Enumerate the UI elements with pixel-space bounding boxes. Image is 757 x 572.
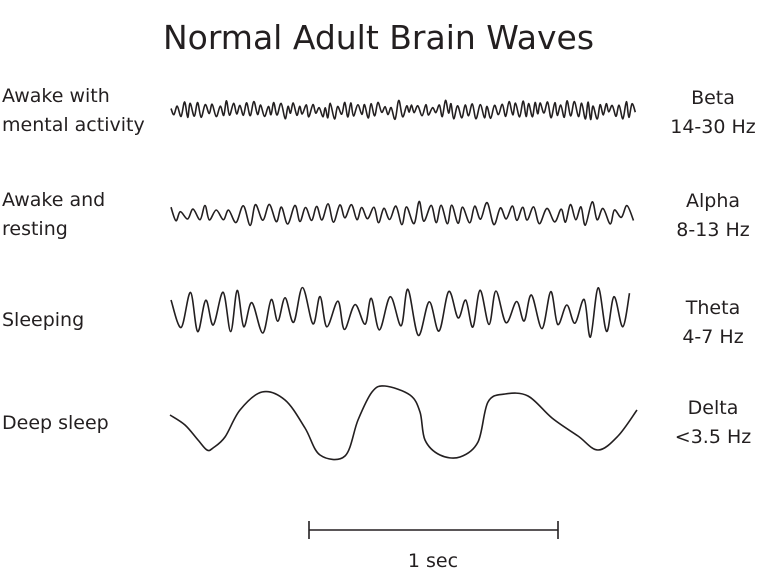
- state-label-line: Deep sleep: [2, 412, 109, 434]
- state-label-line: resting: [2, 218, 68, 240]
- state-label-line: Awake with: [2, 85, 110, 107]
- wave-name: Theta: [685, 297, 741, 319]
- state-label-theta: Sleeping: [2, 306, 84, 335]
- state-label-line: mental activity: [2, 114, 145, 136]
- wave-frequency: 8-13 Hz: [676, 219, 750, 241]
- diagram-title: Normal Adult Brain Waves: [162, 18, 595, 57]
- state-label-line: Awake and: [2, 189, 106, 211]
- scale-bar: [308, 521, 559, 539]
- wave-label-theta: Theta 4-7 Hz: [663, 294, 757, 352]
- wave-label-beta: Beta 14-30 Hz: [663, 84, 757, 142]
- wave-name: Delta: [687, 397, 739, 419]
- wave-name: Beta: [691, 87, 735, 109]
- state-label-alpha: Awake and resting: [2, 186, 105, 244]
- wave-label-delta: Delta <3.5 Hz: [663, 394, 757, 452]
- theta-wave: [170, 286, 631, 338]
- alpha-wave: [170, 200, 635, 227]
- scale-bar-label: 1 sec: [407, 550, 459, 572]
- delta-wave: [169, 385, 638, 461]
- wave-frequency: <3.5 Hz: [674, 426, 752, 448]
- state-label-beta: Awake with mental activity: [2, 82, 145, 140]
- wave-name: Alpha: [685, 190, 741, 212]
- wave-frequency: 14-30 Hz: [670, 116, 756, 138]
- beta-wave: [170, 99, 637, 121]
- wave-frequency: 4-7 Hz: [682, 326, 744, 348]
- state-label-delta: Deep sleep: [2, 409, 109, 438]
- state-label-line: Sleeping: [2, 309, 85, 331]
- wave-label-alpha: Alpha 8-13 Hz: [663, 187, 757, 245]
